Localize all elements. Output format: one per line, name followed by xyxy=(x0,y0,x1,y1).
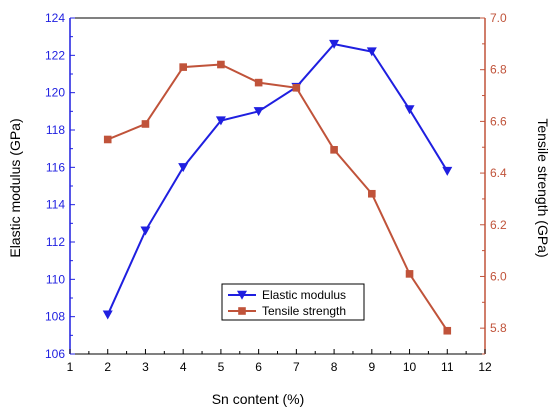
legend-marker xyxy=(238,307,246,315)
data-point xyxy=(368,189,376,198)
data-point xyxy=(405,270,414,278)
y-axis-left-title: Elastic modulus (GPa) xyxy=(7,118,23,257)
y-left-tick-label: 114 xyxy=(46,198,65,212)
y-left-tick-label: 120 xyxy=(45,86,65,100)
y-right-tick-label: 6.6 xyxy=(490,114,507,128)
data-point xyxy=(103,135,112,144)
data-point xyxy=(178,163,189,173)
data-point xyxy=(217,60,225,69)
data-point xyxy=(366,47,377,57)
data-point xyxy=(330,146,338,154)
y-right-tick-label: 6.4 xyxy=(490,166,507,180)
series-1 xyxy=(103,60,452,335)
x-tick-label: 7 xyxy=(293,360,300,374)
data-point xyxy=(404,105,415,115)
y-left-tick-label: 118 xyxy=(46,123,65,137)
y-left-tick-label: 122 xyxy=(45,48,65,62)
x-tick-label: 5 xyxy=(218,360,225,374)
legend-label: Elastic modulus xyxy=(262,288,346,302)
legend-marker xyxy=(237,290,247,300)
data-point xyxy=(254,78,263,87)
x-tick-label: 12 xyxy=(478,360,492,374)
data-point xyxy=(329,39,340,49)
y-left-tick-label: 110 xyxy=(46,272,65,286)
legend-label: Tensile strength xyxy=(262,304,346,318)
x-tick-label: 2 xyxy=(104,360,111,374)
axes: 1 2 3 4 5 6 7 8 9 10 11 121061081101121141161181201… xyxy=(45,11,507,374)
y-right-tick-label: 6.2 xyxy=(490,218,507,232)
legend-item: Elastic modulus xyxy=(228,288,346,302)
y-left-tick-label: 106 xyxy=(45,347,65,361)
data-point xyxy=(442,166,453,176)
y-right-tick-label: 6.8 xyxy=(490,63,507,77)
y-right-tick-label: 7.0 xyxy=(490,11,507,25)
data-point xyxy=(253,107,264,117)
data-point xyxy=(141,120,150,128)
data-point xyxy=(179,63,187,71)
x-tick-label: 9 xyxy=(368,360,375,374)
x-tick-label: 6 xyxy=(255,360,262,374)
series-line xyxy=(107,63,449,332)
data-point xyxy=(140,226,151,236)
series-line xyxy=(106,43,449,316)
y-left-tick-label: 116 xyxy=(46,160,65,174)
x-tick-label: 11 xyxy=(441,360,454,374)
x-tick-label: 1 xyxy=(67,360,74,374)
y-left-tick-label: 124 xyxy=(45,11,65,25)
x-axis-title: Sn content (%) xyxy=(212,391,305,407)
x-tick-label: 3 xyxy=(142,360,149,374)
series-layer xyxy=(102,39,453,335)
x-tick-label: 8 xyxy=(331,360,338,374)
x-tick-label: 10 xyxy=(403,360,417,374)
x-tick-label: 4 xyxy=(180,360,187,374)
series-0 xyxy=(102,39,453,320)
legend-item: Tensile strength xyxy=(228,304,346,318)
data-point xyxy=(215,116,226,126)
data-point xyxy=(102,310,113,320)
data-point xyxy=(292,83,301,92)
data-point xyxy=(443,326,452,335)
y-left-tick-label: 108 xyxy=(45,310,65,324)
y-axis-right-title: Tensile strength (GPa) xyxy=(535,118,550,257)
y-right-tick-label: 6.0 xyxy=(490,269,507,283)
legend: Elastic modulus Tensile strength xyxy=(221,283,365,321)
y-right-tick-label: 5.8 xyxy=(490,321,507,335)
y-left-tick-label: 112 xyxy=(46,235,65,249)
